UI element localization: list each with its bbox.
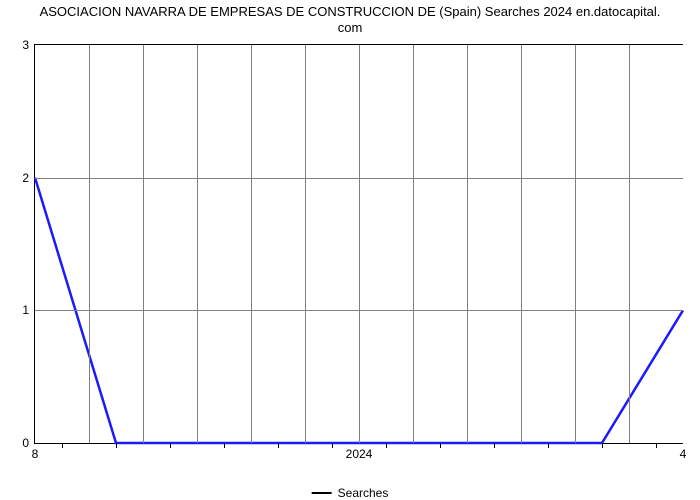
- x-tick-mark: [224, 443, 225, 448]
- y-tick-label: 3: [22, 38, 35, 52]
- chart-title: ASOCIACION NAVARRA DE EMPRESAS DE CONSTR…: [0, 4, 700, 35]
- x-tick-mark: [602, 443, 603, 448]
- grid-v: [467, 45, 468, 443]
- x-tick-mark: [548, 443, 549, 448]
- x-tick-mark: [494, 443, 495, 448]
- grid-v: [89, 45, 90, 443]
- grid-v: [521, 45, 522, 443]
- grid-v: [359, 45, 360, 443]
- y-tick-label: 2: [22, 171, 35, 185]
- legend-swatch: [312, 492, 332, 494]
- grid-v: [197, 45, 198, 443]
- x-tick-mark: [656, 443, 657, 448]
- x-tick-mark: [170, 443, 171, 448]
- x-tick-mark: [116, 443, 117, 448]
- grid-v: [251, 45, 252, 443]
- x-label-right: 4: [680, 443, 687, 461]
- x-label-center: 2024: [346, 443, 373, 461]
- grid-v: [413, 45, 414, 443]
- grid-v: [143, 45, 144, 443]
- x-tick-mark: [386, 443, 387, 448]
- chart-container: ASOCIACION NAVARRA DE EMPRESAS DE CONSTR…: [0, 0, 700, 500]
- grid-v: [305, 45, 306, 443]
- x-label-left: 8: [32, 443, 39, 461]
- x-tick-mark: [440, 443, 441, 448]
- plot-area: 0123820244: [34, 44, 683, 444]
- x-tick-mark: [332, 443, 333, 448]
- x-tick-mark: [278, 443, 279, 448]
- y-tick-label: 1: [22, 303, 35, 317]
- chart-title-line2: com: [338, 20, 363, 35]
- grid-v: [629, 45, 630, 443]
- chart-title-line1: ASOCIACION NAVARRA DE EMPRESAS DE CONSTR…: [40, 4, 661, 19]
- grid-v: [575, 45, 576, 443]
- legend: Searches: [312, 486, 389, 500]
- legend-label: Searches: [338, 486, 389, 500]
- x-tick-mark: [62, 443, 63, 448]
